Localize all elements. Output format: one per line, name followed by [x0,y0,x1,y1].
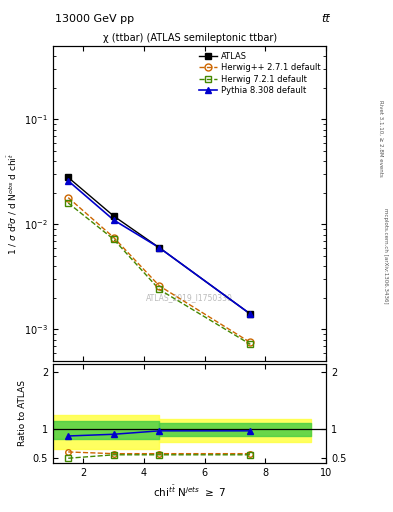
Text: χ (ttbar) (ATLAS semileptonic ttbar): χ (ttbar) (ATLAS semileptonic ttbar) [103,33,277,43]
Text: mcplots.cern.ch [arXiv:1306.3436]: mcplots.cern.ch [arXiv:1306.3436] [384,208,388,304]
Text: Rivet 3.1.10, ≥ 2.8M events: Rivet 3.1.10, ≥ 2.8M events [378,100,383,177]
Text: 13000 GeV pp: 13000 GeV pp [55,14,134,24]
Y-axis label: 1 / $\sigma$ d$^{2}\!\sigma$ / d N$^{obs}$ d chi$^{\bar{t}}$: 1 / $\sigma$ d$^{2}\!\sigma$ / d N$^{obs… [5,153,18,254]
Y-axis label: Ratio to ATLAS: Ratio to ATLAS [18,380,27,446]
X-axis label: chi$^{t\bar{t}}$ N$^{jets}$ $\geq$ 7: chi$^{t\bar{t}}$ N$^{jets}$ $\geq$ 7 [153,484,226,499]
Text: tt̅: tt̅ [321,14,330,24]
Text: ATLAS_2019_I1750330: ATLAS_2019_I1750330 [146,293,233,303]
Legend: ATLAS, Herwig++ 2.7.1 default, Herwig 7.2.1 default, Pythia 8.308 default: ATLAS, Herwig++ 2.7.1 default, Herwig 7.… [197,50,322,97]
